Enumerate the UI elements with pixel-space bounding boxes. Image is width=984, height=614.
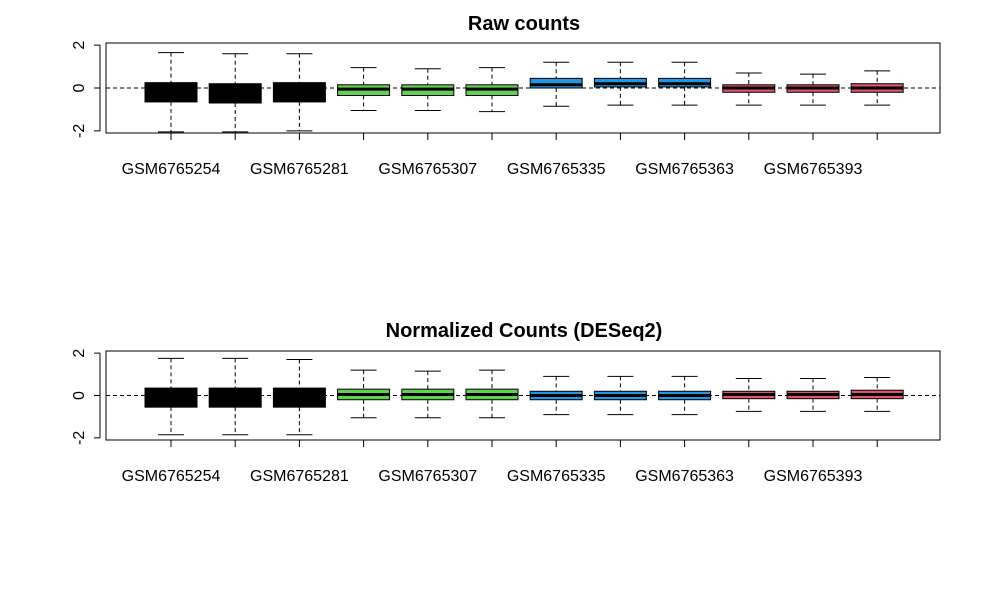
box-9 xyxy=(658,375,712,447)
box-4 xyxy=(337,67,391,140)
y-tick-label: 2 xyxy=(71,349,88,358)
x-tick-label: GSM6765254 xyxy=(122,468,221,485)
box-4 xyxy=(337,369,391,447)
box-3 xyxy=(272,53,326,140)
x-tick-label: GSM6765254 xyxy=(122,161,221,178)
y-tick-label: -2 xyxy=(71,124,88,138)
box-7 xyxy=(529,61,583,140)
x-tick-label: GSM6765363 xyxy=(635,468,734,485)
box-body xyxy=(529,77,583,89)
box-2 xyxy=(208,357,262,447)
y-tick-label: 2 xyxy=(71,41,88,50)
box-11 xyxy=(786,73,840,140)
chart-title: Raw counts xyxy=(468,13,580,35)
x-tick-label: GSM6765335 xyxy=(507,161,606,178)
box-1 xyxy=(144,52,198,140)
box-body xyxy=(208,387,262,408)
box-10 xyxy=(722,72,776,140)
box-12 xyxy=(850,70,904,140)
box-body xyxy=(208,83,262,104)
box-10 xyxy=(722,378,776,447)
x-tick-label: GSM6765281 xyxy=(250,468,349,485)
box-body xyxy=(272,387,326,408)
box-body xyxy=(144,387,198,408)
y-tick-label: 0 xyxy=(71,83,88,92)
chart-title: Normalized Counts (DESeq2) xyxy=(386,320,663,342)
box-5 xyxy=(401,68,455,140)
chart-panel: Raw counts -2 0 2 GSM6765254 GSM6765281 GSM676… xyxy=(71,13,941,178)
chart-panel: Normalized Counts (DESeq2) -2 0 2 GSM6765254… xyxy=(71,320,941,485)
box-6 xyxy=(465,67,519,140)
box-3 xyxy=(272,358,326,447)
box-9 xyxy=(658,61,712,140)
x-tick-label: GSM6765307 xyxy=(378,468,477,485)
box-7 xyxy=(529,375,583,447)
box-2 xyxy=(208,53,262,140)
y-tick-label: 0 xyxy=(71,391,88,400)
box-5 xyxy=(401,370,455,447)
box-12 xyxy=(850,376,904,447)
x-tick-label: GSM6765335 xyxy=(507,468,606,485)
x-tick-label: GSM6765281 xyxy=(250,161,349,178)
box-1 xyxy=(144,357,198,447)
box-11 xyxy=(786,378,840,447)
box-8 xyxy=(593,375,647,447)
x-tick-label: GSM6765363 xyxy=(635,161,734,178)
x-tick-label: GSM6765393 xyxy=(764,468,863,485)
box-6 xyxy=(465,369,519,447)
x-tick-label: GSM6765307 xyxy=(378,161,477,178)
box-body xyxy=(144,82,198,103)
x-tick-label: GSM6765393 xyxy=(764,161,863,178)
y-tick-label: -2 xyxy=(71,431,88,445)
box-8 xyxy=(593,61,647,140)
